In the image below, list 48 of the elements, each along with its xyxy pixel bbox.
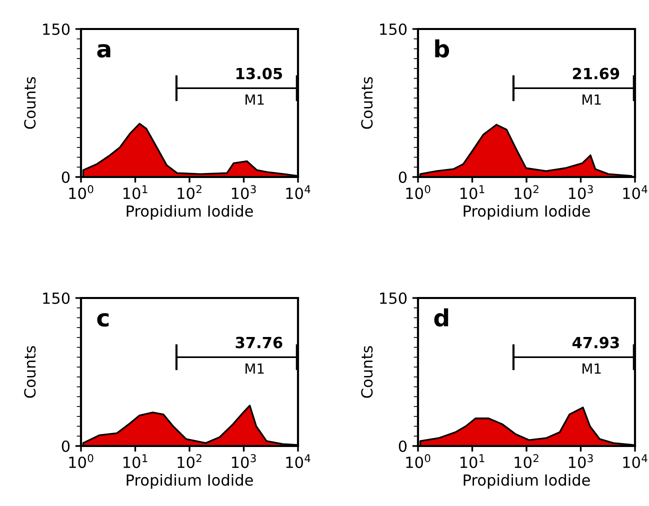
x-axis-title: Propidium Iodide	[126, 474, 253, 489]
x-tick-label: 10$^{3}$	[568, 454, 593, 468]
x-tick-label: 10$^{3}$	[232, 185, 256, 200]
annotation: 13.05	[236, 68, 282, 80]
chart-title: b	[435, 39, 450, 58]
x-tick-label: 10$^{3}$	[568, 185, 593, 200]
x-tick-label: 10$^{3}$	[232, 454, 256, 468]
x-axis-title: Propidium Iodide	[464, 474, 590, 489]
y-axis-title: Counts	[24, 77, 36, 129]
annotation: 37.76	[236, 336, 282, 348]
y-axis-title: Counts	[361, 346, 373, 398]
y-tick-label: 150	[43, 292, 70, 304]
x-tick-label: 10$^{2}$	[178, 185, 202, 200]
annotation: M1	[246, 94, 264, 105]
annotation: M1	[582, 94, 601, 105]
y-tick-label: 0	[62, 440, 70, 452]
x-tick-label: 10$^{1}$	[123, 185, 148, 200]
x-tick-label: 10$^{2}$	[514, 185, 538, 200]
y-tick-label: 0	[62, 171, 70, 184]
annotation: 47.93	[572, 336, 619, 348]
chart-title: c	[97, 313, 109, 327]
x-tick-label: 10$^{1}$	[460, 185, 484, 200]
x-tick-label: 10$^{0}$	[406, 185, 430, 200]
x-tick-label: 10$^{2}$	[178, 454, 202, 468]
x-tick-label: 10$^{2}$	[514, 454, 538, 468]
annotation: M1	[582, 364, 601, 374]
chart-title: a	[97, 44, 110, 58]
y-tick-label: 150	[380, 23, 407, 36]
x-tick-label: 10$^{4}$	[623, 185, 648, 200]
x-tick-label: 10$^{0}$	[406, 454, 430, 468]
x-tick-label: 10$^{1}$	[123, 454, 148, 468]
x-tick-label: 10$^{4}$	[286, 454, 310, 468]
x-tick-label: 10$^{0}$	[69, 454, 94, 468]
y-tick-label: 150	[380, 292, 407, 304]
annotation: M1	[246, 364, 264, 374]
annotation: 21.69	[572, 68, 620, 80]
y-tick-label: 0	[398, 440, 407, 452]
y-tick-label: 150	[43, 23, 70, 36]
y-tick-label: 0	[398, 171, 407, 184]
x-axis-title: Propidium Iodide	[464, 204, 590, 220]
x-axis-title: Propidium Iodide	[126, 204, 253, 220]
y-axis-title: Counts	[361, 77, 373, 129]
x-tick-label: 10$^{4}$	[623, 454, 648, 468]
x-tick-label: 10$^{0}$	[69, 185, 94, 200]
chart-title: d	[434, 308, 448, 327]
x-tick-label: 10$^{1}$	[460, 454, 484, 468]
y-axis-title: Counts	[24, 346, 36, 398]
x-tick-label: 10$^{4}$	[286, 185, 310, 200]
